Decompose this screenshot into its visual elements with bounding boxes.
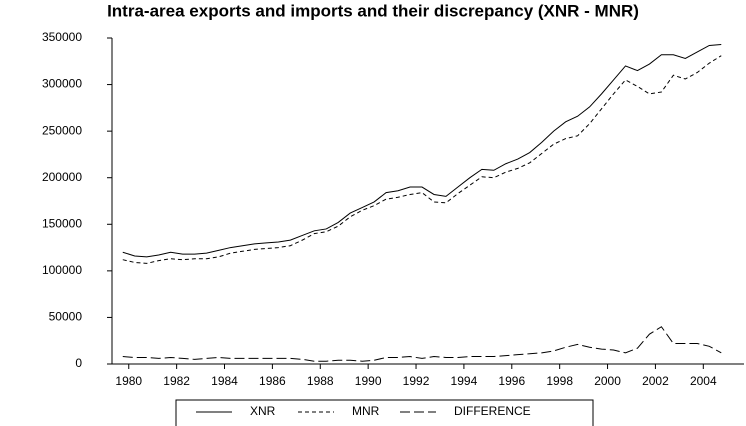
x-tick-label: 1984 [211,374,238,388]
series-line [122,55,722,264]
x-tick-label: 1988 [307,374,334,388]
y-tick-label: 200000 [42,170,82,184]
x-tick-label: 1996 [498,374,525,388]
x-tick-label: 1986 [259,374,286,388]
x-tick-label: 2002 [642,374,669,388]
x-tick-label: 2000 [594,374,621,388]
x-tick-label: 1990 [355,374,382,388]
legend-box [175,399,594,426]
x-tick-label: 1994 [451,374,478,388]
y-tick-label: 150000 [42,216,82,230]
x-tick-label: 2004 [690,374,717,388]
y-tick-label: 100000 [42,263,82,277]
y-tick-label: 350000 [42,30,82,44]
x-tick-label: 1998 [546,374,573,388]
y-tick-label: 50000 [49,310,83,324]
series-line [122,326,722,362]
legend-label: MNR [352,404,380,418]
x-tick-label: 1982 [163,374,190,388]
series-line [122,44,722,258]
legend-label: DIFFERENCE [454,404,531,418]
y-tick-label: 0 [75,356,82,370]
x-tick-label: 1980 [115,374,142,388]
legend-label: XNR [250,404,276,418]
chart-title: Intra-area exports and imports and their… [107,1,639,20]
x-tick-label: 1992 [403,374,430,388]
y-tick-label: 250000 [42,123,82,137]
y-tick-label: 300000 [42,77,82,91]
